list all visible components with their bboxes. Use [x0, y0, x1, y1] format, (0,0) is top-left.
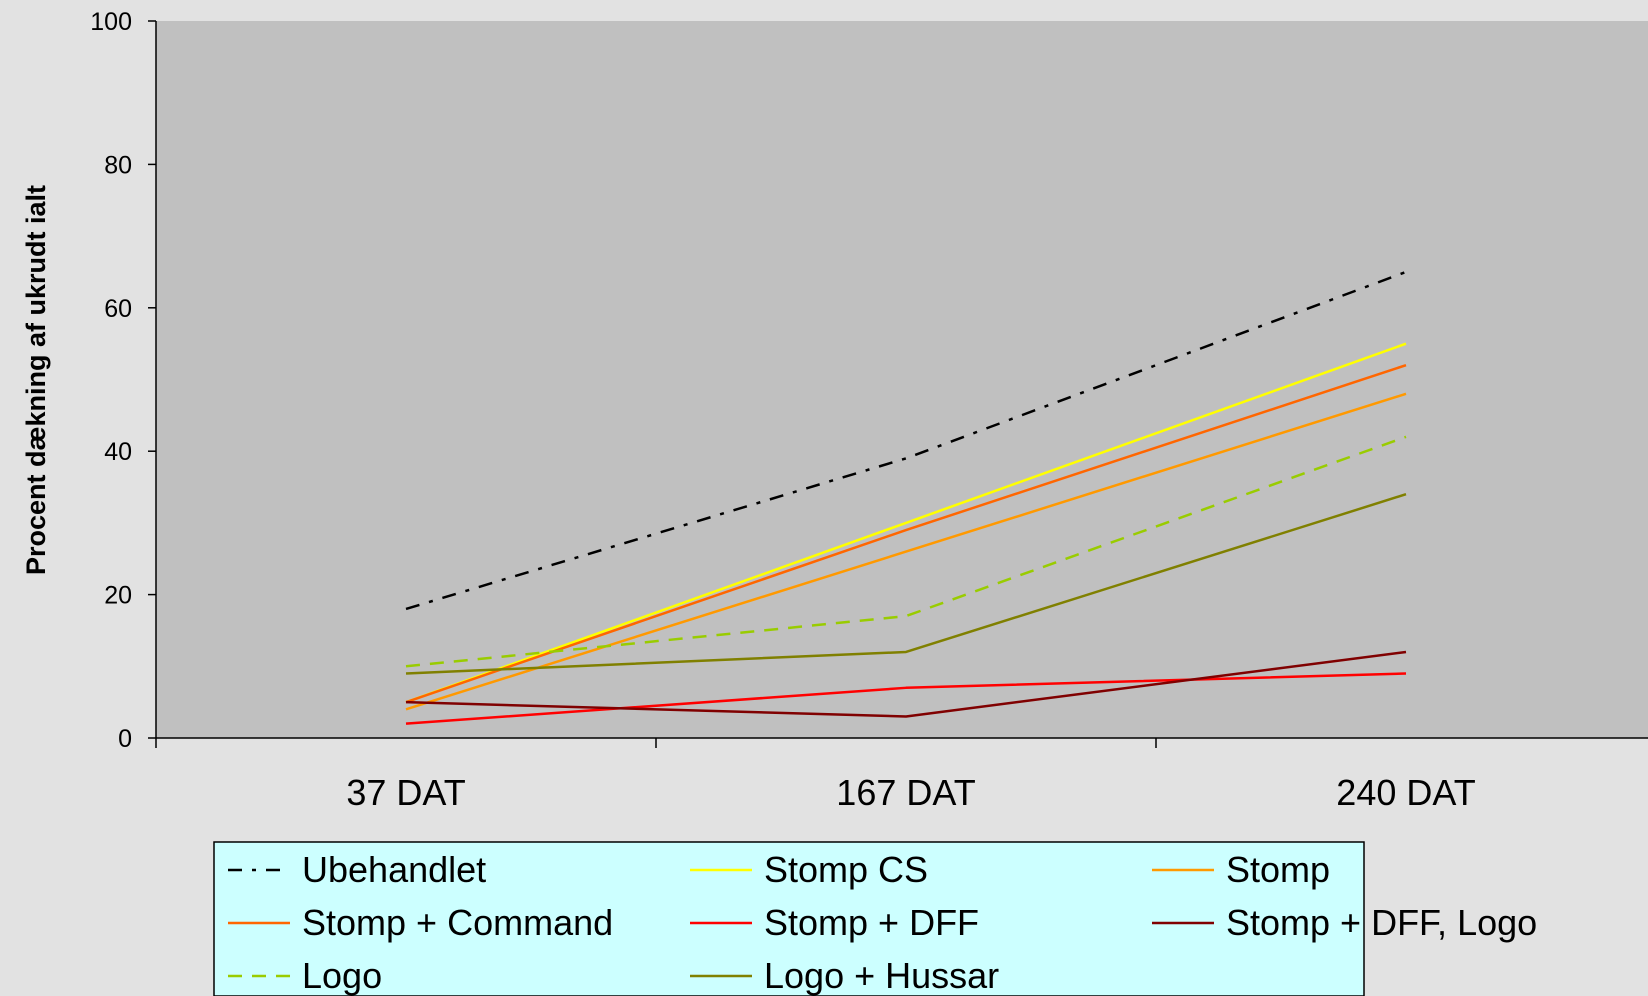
- series-layer: [405, 270, 1407, 725]
- series-line-stomp-cs: [405, 342, 1407, 704]
- legend: Ubehandlet Stomp CS Stomp Stomp + Command St…: [213, 841, 1537, 996]
- y-tick-label: 40: [104, 438, 132, 466]
- legend-label-stomp-cs: Stomp CS: [764, 849, 928, 890]
- series-line-stomp: [405, 392, 1407, 711]
- legend-label-stomp: Stomp: [1226, 849, 1330, 890]
- legend-label-stomp-dff: Stomp + DFF: [764, 902, 979, 943]
- series-line-ubehandlet: [405, 270, 1407, 611]
- y-tick-label: 100: [90, 8, 132, 36]
- x-tick-label: 240 DAT: [1336, 772, 1475, 813]
- legend-box: [213, 841, 1365, 996]
- series-line-stomp-command: [405, 363, 1407, 704]
- y-tick-label: 0: [118, 725, 132, 753]
- axes: 0 20 40 60 80 100 37 DAT 167 DAT 240 DAT: [90, 8, 1648, 813]
- legend-label-stomp-command: Stomp + Command: [302, 902, 613, 943]
- series-line-stomp-dff-logo: [405, 650, 1407, 718]
- x-tick-label: 167 DAT: [836, 772, 975, 813]
- y-tick-label: 80: [104, 151, 132, 179]
- legend-label-logo: Logo: [302, 955, 382, 996]
- series-line-logo-hussar: [405, 493, 1407, 675]
- legend-label-ubehandlet: Ubehandlet: [302, 849, 486, 890]
- plot-area: [156, 21, 1648, 738]
- legend-label-stomp-dff-logo: Stomp + DFF, Logo: [1226, 902, 1537, 943]
- y-axis-label: Procent dækning af ukrudt ialt: [21, 185, 51, 575]
- series-line-stomp-dff: [405, 672, 1407, 725]
- y-tick-label: 20: [104, 582, 132, 610]
- x-tick-label: 37 DAT: [346, 772, 465, 813]
- y-tick-label: 60: [104, 295, 132, 323]
- legend-label-logo-hussar: Logo + Hussar: [764, 955, 999, 996]
